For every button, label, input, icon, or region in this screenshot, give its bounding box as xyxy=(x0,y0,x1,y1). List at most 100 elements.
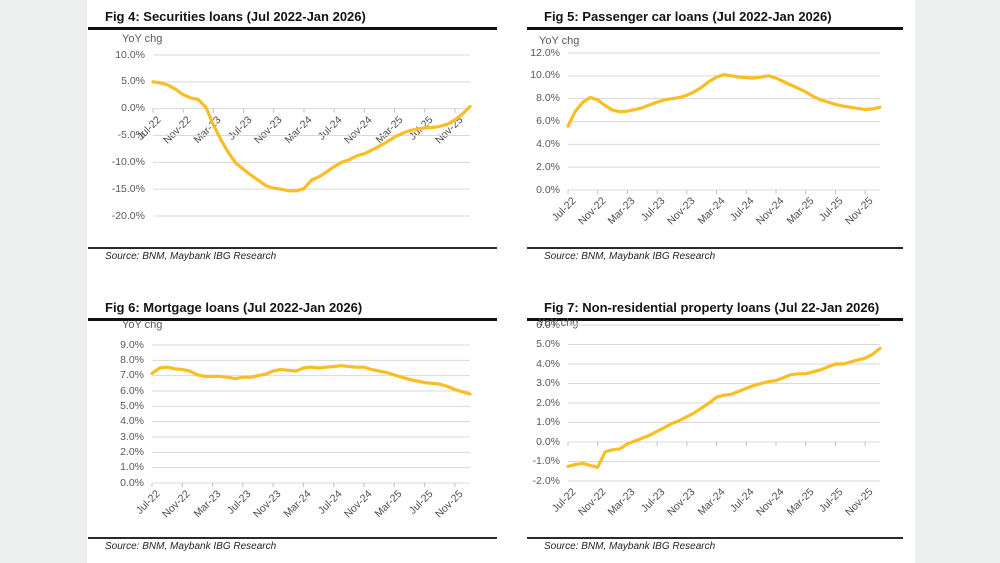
data-series-line xyxy=(566,73,882,128)
data-series-line xyxy=(566,346,882,469)
y-tick-label: -5.0% xyxy=(117,129,145,141)
y-tick-label: 6.0% xyxy=(536,318,560,331)
x-tick-label: Jul-22 xyxy=(549,195,579,224)
y-tick-label: 0.0% xyxy=(536,435,560,448)
y-axis-label: YoY chg xyxy=(122,33,163,45)
chart-title: Fig 4: Securities loans (Jul 2022-Jan 20… xyxy=(105,9,366,24)
y-tick-label: -15.0% xyxy=(111,182,145,195)
x-tick-label: Nov-25 xyxy=(843,195,876,228)
source-note: Source: BNM, Maybank IBG Research xyxy=(105,541,277,552)
x-tick-label: Mar-23 xyxy=(191,113,224,146)
data-series-line xyxy=(150,364,472,396)
x-tick-label: Jul-23 xyxy=(638,195,668,224)
x-tick-label: Jul-23 xyxy=(638,486,668,515)
x-tick-label: Jul-22 xyxy=(549,486,579,515)
line-plot xyxy=(566,324,882,482)
y-tick-label: 8.0% xyxy=(536,92,560,105)
y-tick-label: 6.0% xyxy=(536,115,560,127)
x-tick-label: Nov-23 xyxy=(664,486,698,519)
x-tick-label: Nov-24 xyxy=(342,113,375,147)
title-underline xyxy=(527,27,903,30)
source-note: Source: BNM, Maybank IBG Research xyxy=(544,541,716,552)
source-divider xyxy=(527,537,903,539)
title-underline xyxy=(527,318,903,321)
y-tick-label: -20.0% xyxy=(111,209,145,222)
source-divider xyxy=(88,537,497,539)
x-tick-label: Nov-25 xyxy=(432,488,466,521)
y-tick-label: 2.0% xyxy=(536,160,560,173)
chart-title: Fig 6: Mortgage loans (Jul 2022-Jan 2026… xyxy=(105,300,363,315)
title-underline xyxy=(88,27,497,30)
chart-title: Fig 7: Non-residential property loans (J… xyxy=(544,300,880,315)
line-plot xyxy=(150,344,472,487)
passenger-car-loans-chart: Fig 5: Passenger car loans (Jul 2022-Jan… xyxy=(527,6,904,271)
x-tick-label: Nov-22 xyxy=(161,113,194,147)
x-tick-label: Jul-23 xyxy=(225,113,255,143)
y-tick-label: -2.0% xyxy=(532,474,560,487)
y-tick-label: 5.0% xyxy=(120,399,144,412)
y-tick-label: 1.0% xyxy=(536,416,560,428)
source-note: Source: BNM, Maybank IBG Research xyxy=(105,251,277,262)
y-tick-label: 9.0% xyxy=(120,338,144,351)
y-tick-label: 3.0% xyxy=(120,430,144,443)
x-tick-label: Jul-24 xyxy=(728,195,757,224)
y-tick-label: -1.0% xyxy=(532,455,560,467)
line-plot xyxy=(566,52,882,194)
y-tick-label: 4.0% xyxy=(536,357,560,370)
y-axis-label: YoY chg xyxy=(538,317,579,329)
x-tick-label: Mar-25 xyxy=(784,486,817,519)
y-tick-label: 4.0% xyxy=(536,137,560,150)
x-tick-label: Mar-24 xyxy=(281,488,314,521)
y-tick-label: 3.0% xyxy=(536,377,560,389)
y-tick-label: 7.0% xyxy=(120,369,144,382)
x-tick-label: Jul-25 xyxy=(406,113,436,143)
x-tick-label: Nov-22 xyxy=(575,195,609,228)
y-tick-label: -10.0% xyxy=(111,155,145,168)
x-tick-label: Jul-24 xyxy=(728,486,757,515)
x-tick-label: Nov-23 xyxy=(251,113,285,147)
x-tick-label: Nov-24 xyxy=(754,486,787,519)
x-tick-label: Nov-23 xyxy=(251,488,284,521)
y-tick-label: 6.0% xyxy=(120,384,144,397)
y-tick-label: 5.0% xyxy=(121,75,145,88)
y-tick-label: 2.0% xyxy=(536,396,560,409)
y-tick-label: 0.0% xyxy=(536,183,560,196)
y-axis-label: YoY chg xyxy=(122,319,163,331)
x-tick-label: Mar-23 xyxy=(605,195,638,228)
source-note: Source: BNM, Maybank IBG Research xyxy=(544,251,716,262)
y-axis-label: YoY chg xyxy=(539,35,580,47)
x-tick-label: Mar-23 xyxy=(605,486,638,519)
y-tick-label: 2.0% xyxy=(120,445,144,458)
title-underline xyxy=(88,318,497,321)
y-tick-label: 10.0% xyxy=(530,69,560,82)
y-tick-label: 1.0% xyxy=(120,461,144,474)
x-tick-label: Mar-25 xyxy=(784,195,817,228)
y-tick-label: 8.0% xyxy=(120,353,144,366)
x-tick-label: Nov-23 xyxy=(664,195,698,228)
y-tick-label: 10.0% xyxy=(115,48,145,61)
source-divider xyxy=(527,247,903,249)
mortgage-loans-chart: Fig 6: Mortgage loans (Jul 2022-Jan 2026… xyxy=(88,297,498,562)
x-tick-label: Nov-25 xyxy=(432,113,466,147)
y-tick-label: 0.0% xyxy=(120,476,144,489)
x-tick-label: Nov-22 xyxy=(160,488,193,521)
x-tick-label: Jul-23 xyxy=(224,488,254,517)
x-tick-label: Jul-22 xyxy=(134,113,164,143)
x-tick-label: Jul-22 xyxy=(133,488,163,517)
x-tick-label: Jul-25 xyxy=(817,486,846,515)
y-tick-label: 5.0% xyxy=(536,338,560,350)
x-tick-label: Mar-24 xyxy=(695,195,728,228)
x-tick-label: Jul-25 xyxy=(817,195,846,224)
x-tick-label: Nov-25 xyxy=(843,486,876,519)
x-tick-label: Mar-25 xyxy=(372,488,405,521)
x-tick-label: Mar-25 xyxy=(372,113,406,146)
x-tick-label: Jul-25 xyxy=(406,488,436,517)
source-divider xyxy=(88,247,497,249)
x-tick-label: Nov-24 xyxy=(342,488,375,521)
y-tick-label: 4.0% xyxy=(120,415,144,428)
y-tick-label: 0.0% xyxy=(121,102,145,115)
x-tick-label: Mar-23 xyxy=(191,488,224,521)
y-tick-label: 12.0% xyxy=(530,46,560,59)
x-tick-label: Nov-24 xyxy=(754,195,787,228)
